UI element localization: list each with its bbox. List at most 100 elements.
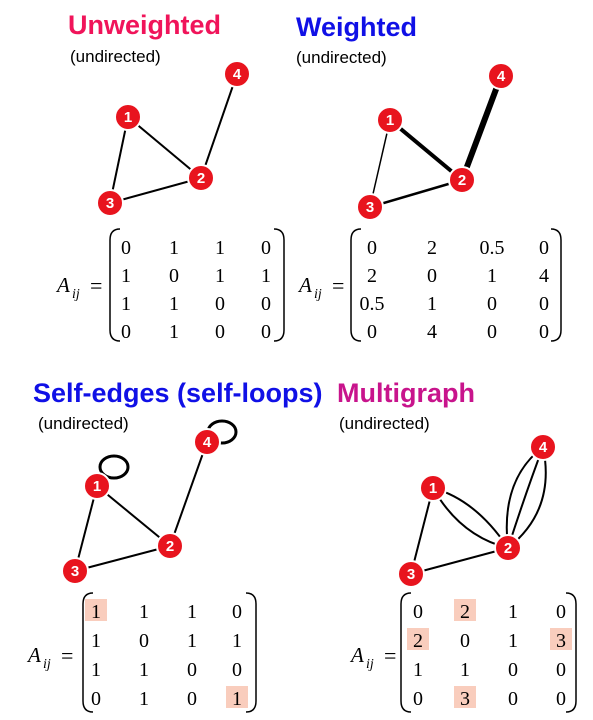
matrix-lhs: A: [55, 273, 70, 297]
node-1: 1: [419, 474, 447, 502]
node-label: 3: [106, 195, 114, 212]
matrix-cells: 0 2 0.5 0 2 0 1 4 0.5 1 0 0 0 4 0 0: [360, 237, 550, 343]
node-label: 1: [93, 478, 101, 495]
matrix-cell: 1: [487, 265, 497, 287]
node-1: 1: [376, 106, 404, 134]
selfedge-graph: 1 2 3 4: [61, 419, 238, 585]
unweighted-title: Unweighted: [68, 10, 221, 40]
matrix-cell: 0: [556, 601, 566, 623]
edge-2-3: [410, 547, 509, 575]
matrix-cell: 0: [413, 601, 423, 623]
matrix-cell: 0.5: [480, 237, 505, 259]
matrix-cell: 4: [427, 321, 437, 343]
node-4: 4: [529, 433, 557, 461]
matrix-right-bracket: [550, 228, 562, 342]
matrix-cell: 1: [169, 293, 179, 315]
node-3: 3: [356, 193, 384, 221]
matrix-lhs: A: [297, 273, 312, 297]
node-2: 2: [494, 534, 522, 562]
matrix-cell: 0: [413, 688, 423, 710]
matrix-cell: 1: [508, 630, 518, 652]
matrix-cell: 1: [169, 321, 179, 343]
matrix-cell: 1: [232, 688, 242, 710]
matrix-cell: 3: [556, 630, 566, 652]
node-label: 4: [539, 439, 548, 456]
matrix-equals: =: [90, 273, 102, 298]
node-3: 3: [397, 560, 425, 588]
node-4: 4: [193, 428, 221, 456]
matrix-cell: 2: [413, 630, 423, 652]
matrix-subscript: ij: [366, 657, 374, 672]
node-2: 2: [448, 166, 476, 194]
matrix-cell: 1: [139, 601, 149, 623]
edge-2-3: [74, 545, 171, 572]
matrix-equals: =: [332, 273, 344, 298]
edge-1-2: [388, 118, 464, 182]
matrix-cell: 1: [460, 659, 470, 681]
highlighted-cell-bg: [454, 686, 476, 708]
matrix-lhs: A: [349, 643, 364, 667]
matrix-left-bracket: [400, 592, 412, 713]
matrix-cell: 0: [215, 293, 225, 315]
edge-2-3: [369, 178, 463, 209]
node-2: 2: [156, 532, 184, 560]
matrix-cell: 1: [187, 601, 197, 623]
selfedge-matrix: A ij = 1 1 1 0 1 0 1 1 1 1 0 0 0 1 0 1: [26, 592, 257, 713]
matrix-cell: 1: [139, 688, 149, 710]
self-loop-1: [98, 454, 130, 480]
node-3: 3: [61, 557, 89, 585]
node-label: 1: [124, 109, 132, 126]
matrix-cell: 0: [187, 659, 197, 681]
weighted-matrix: A ij = 0 2 0.5 0 2 0 1 4 0.5 1 0 0 0 4 0 0: [297, 228, 562, 343]
multigraph-subtitle: (undirected): [339, 414, 430, 433]
matrix-right-bracket: [245, 592, 257, 713]
node-label: 2: [166, 538, 174, 555]
selfedge-subtitle: (undirected): [38, 414, 129, 433]
matrix-cell: 0: [539, 321, 549, 343]
matrix-left-bracket: [109, 228, 121, 342]
matrix-cell: 0: [261, 321, 271, 343]
node-1: 1: [83, 472, 111, 500]
matrix-cell: 1: [232, 630, 242, 652]
node-4: 4: [223, 60, 251, 88]
matrix-cell: 1: [139, 659, 149, 681]
unweighted-matrix: A ij = 0 1 1 0 1 0 1 1 1 1 0 0 0 1 0 0: [55, 228, 285, 343]
matrix-cell: 0: [508, 659, 518, 681]
multigraph-graph: 1 2 3 4: [397, 433, 557, 588]
node-label: 4: [497, 68, 506, 85]
node-label: 2: [458, 172, 466, 189]
matrix-cell: 0: [215, 321, 225, 343]
matrix-cell: 0: [169, 265, 179, 287]
node-label: 1: [429, 480, 437, 497]
matrix-cell: 0: [427, 265, 437, 287]
matrix-cell: 1: [121, 265, 131, 287]
matrix-cell: 1: [169, 237, 179, 259]
matrix-left-bracket: [82, 592, 94, 713]
matrix-cell: 1: [91, 630, 101, 652]
node-label: 4: [203, 434, 212, 451]
highlighted-cell-bg: [550, 628, 572, 650]
node-label: 4: [233, 66, 242, 83]
matrix-left-bracket: [350, 228, 362, 342]
edge-1-3: [74, 485, 98, 572]
matrix-cell: 0: [121, 321, 131, 343]
edge-2-4: [200, 73, 238, 179]
weighted-subtitle: (undirected): [296, 48, 387, 67]
matrix-equals: =: [61, 643, 73, 668]
matrix-subscript: ij: [314, 287, 322, 302]
node-label: 3: [366, 199, 374, 216]
matrix-cell: 1: [215, 237, 225, 259]
matrix-right-bracket: [565, 592, 577, 713]
matrix-cell: 0: [487, 321, 497, 343]
matrix-cell: 1: [261, 265, 271, 287]
matrix-right-bracket: [273, 228, 285, 342]
edge-2-4-b: [507, 446, 544, 549]
multigraph-matrix: A ij = 0 2 1 0 2 0 1 3 1 1 0 0 0 3 0 0: [349, 592, 577, 713]
matrix-cell: 0: [508, 688, 518, 710]
matrix-cell: 1: [91, 601, 101, 623]
unweighted-subtitle: (undirected): [70, 47, 161, 66]
matrix-cell: 1: [427, 293, 437, 315]
weighted-graph: 1 2 3 4: [356, 62, 515, 221]
matrix-cell: 1: [187, 630, 197, 652]
